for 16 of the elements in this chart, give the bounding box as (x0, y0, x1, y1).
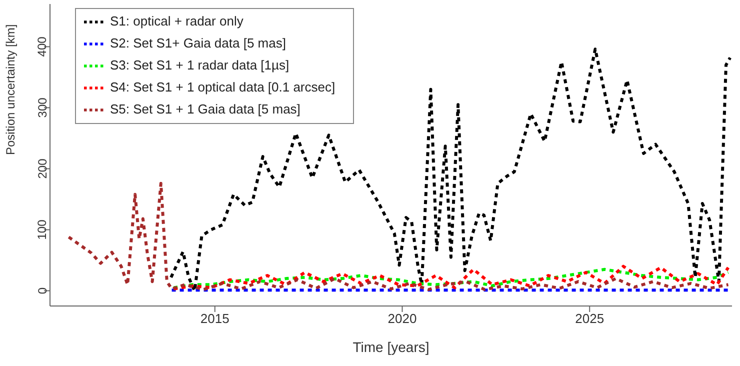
legend-label: S1: optical + radar only (110, 13, 244, 28)
x-tick-label: 2015 (200, 311, 230, 326)
y-tick-label: 400 (35, 36, 50, 57)
y-axis-title: Position uncertainty [km] (3, 24, 18, 155)
x-axis-title: Time [years] (352, 339, 430, 355)
x-tick-label: 2020 (388, 311, 417, 326)
x-tick-label: 2025 (575, 311, 604, 326)
legend-label: S4: Set S1 + 1 optical data [0.1 arcsec] (110, 79, 336, 94)
y-tick-label: 0 (35, 287, 50, 294)
line-series (67, 182, 730, 292)
y-tick-label: 200 (35, 158, 50, 179)
legend-label: S5: Set S1 + 1 Gaia data [5 mas] (110, 101, 300, 116)
legend-label: S2: Set S1+ Gaia data [5 mas] (110, 35, 286, 50)
y-tick-label: 100 (35, 219, 50, 240)
y-tick-label: 300 (35, 97, 50, 118)
legend-label: S3: Set S1 + 1 radar data [1µs] (110, 57, 290, 72)
